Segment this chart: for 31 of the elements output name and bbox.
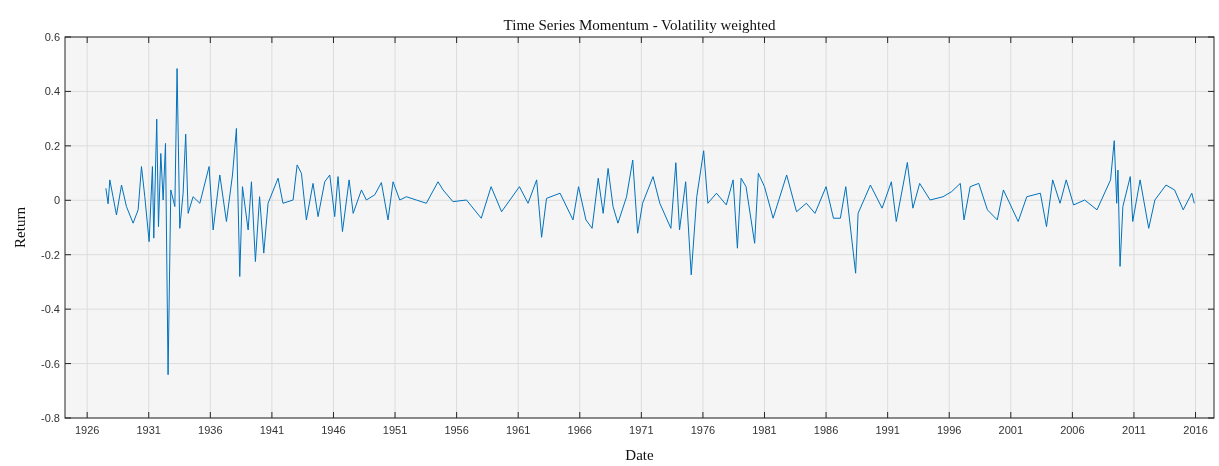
y-tick-label: 0.6 [44,31,60,43]
x-tick-label: 1981 [752,424,777,436]
y-tick-label: -0.2 [41,248,60,261]
chart-title: Time Series Momentum - Volatility weighted [503,17,776,33]
x-tick-label: 2001 [998,424,1024,436]
y-tick-label: -0.6 [41,357,60,370]
y-tick-label: 0.2 [44,139,60,152]
x-tick-label: 1926 [74,424,100,436]
x-axis-title: Date [625,447,654,463]
x-tick-label: 1961 [505,424,531,436]
x-tick-label: 1971 [629,424,654,436]
x-tick-label: 1931 [136,424,161,436]
x-tick-label: 2011 [1122,424,1146,436]
x-tick-label: 1936 [198,424,223,436]
x-tick-label: 1966 [567,424,593,436]
x-tick-label: 1941 [259,424,285,436]
y-tick-label: -0.4 [41,303,60,316]
x-tick-label: 1991 [875,424,900,436]
x-tick-label: 1996 [936,424,962,436]
x-tick-label: 1946 [321,424,346,436]
x-tick-label: 1951 [382,424,408,436]
y-tick-label: -0.8 [41,412,60,424]
x-tick-label: 1976 [690,424,716,436]
line-series [105,68,1195,376]
y-tick-label: 0 [53,194,60,207]
x-tick-label: 1956 [444,424,469,436]
y-tick-label: 0.4 [44,85,60,98]
x-tick-label: 2006 [1060,424,1085,436]
x-tick-label: 1986 [813,424,839,436]
x-tick-label: 2016 [1183,424,1208,436]
y-axis-title: Return [12,206,28,248]
